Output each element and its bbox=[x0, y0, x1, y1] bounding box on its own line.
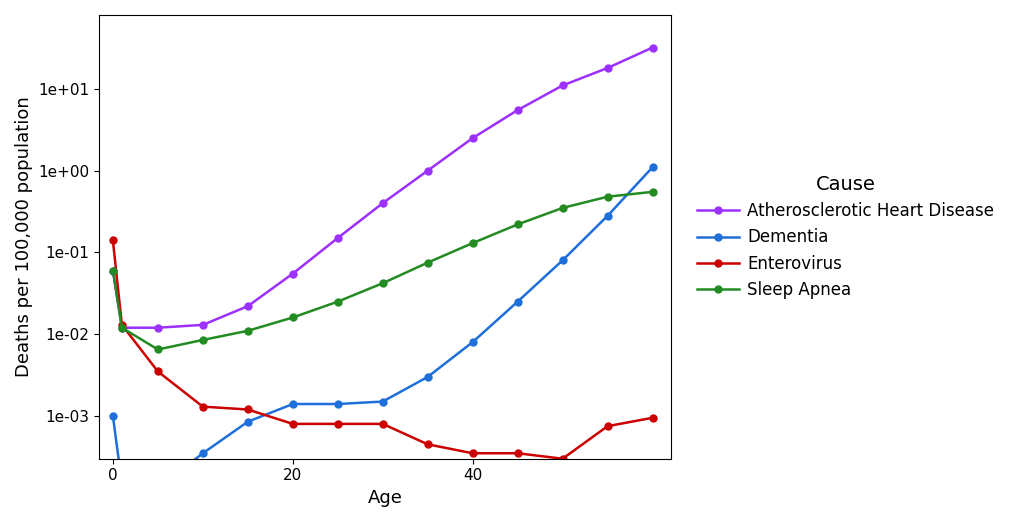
Enterovirus bbox=[197, 404, 209, 410]
Y-axis label: Deaths per 100,000 population: Deaths per 100,000 population bbox=[15, 97, 33, 377]
Dementia bbox=[511, 299, 523, 305]
Dementia bbox=[331, 401, 343, 407]
Sleep Apnea bbox=[511, 221, 523, 228]
Dementia bbox=[646, 164, 658, 170]
Enterovirus bbox=[646, 414, 658, 421]
Line: Dementia: Dementia bbox=[109, 164, 655, 492]
Enterovirus bbox=[376, 421, 388, 427]
Dementia bbox=[466, 339, 478, 345]
Enterovirus bbox=[242, 406, 254, 412]
Dementia bbox=[601, 212, 613, 219]
Enterovirus bbox=[556, 456, 569, 462]
Enterovirus bbox=[421, 441, 433, 447]
Enterovirus bbox=[466, 450, 478, 456]
Atherosclerotic Heart Disease bbox=[601, 65, 613, 71]
Atherosclerotic Heart Disease bbox=[376, 200, 388, 206]
Atherosclerotic Heart Disease bbox=[197, 322, 209, 328]
Atherosclerotic Heart Disease bbox=[421, 168, 433, 174]
Sleep Apnea bbox=[376, 280, 388, 287]
Atherosclerotic Heart Disease bbox=[115, 325, 127, 331]
Sleep Apnea bbox=[286, 314, 299, 321]
Dementia bbox=[242, 419, 254, 425]
Dementia bbox=[152, 485, 164, 492]
Atherosclerotic Heart Disease bbox=[331, 235, 343, 241]
Sleep Apnea bbox=[107, 267, 119, 274]
Dementia bbox=[376, 398, 388, 405]
Sleep Apnea bbox=[242, 328, 254, 334]
Dementia bbox=[286, 401, 299, 407]
Dementia bbox=[556, 257, 569, 264]
Sleep Apnea bbox=[197, 337, 209, 343]
Sleep Apnea bbox=[331, 299, 343, 305]
Enterovirus bbox=[286, 421, 299, 427]
Line: Sleep Apnea: Sleep Apnea bbox=[109, 188, 655, 353]
Dementia bbox=[197, 450, 209, 456]
Enterovirus bbox=[601, 423, 613, 429]
Enterovirus bbox=[152, 369, 164, 375]
Atherosclerotic Heart Disease bbox=[556, 82, 569, 89]
Sleep Apnea bbox=[421, 259, 433, 266]
Dementia bbox=[115, 480, 127, 487]
Sleep Apnea bbox=[152, 347, 164, 353]
Atherosclerotic Heart Disease bbox=[107, 267, 119, 274]
Dementia bbox=[421, 374, 433, 380]
Sleep Apnea bbox=[466, 240, 478, 246]
Enterovirus bbox=[331, 421, 343, 427]
Sleep Apnea bbox=[646, 189, 658, 195]
Atherosclerotic Heart Disease bbox=[242, 303, 254, 310]
Line: Atherosclerotic Heart Disease: Atherosclerotic Heart Disease bbox=[109, 44, 655, 331]
Atherosclerotic Heart Disease bbox=[511, 107, 523, 113]
Atherosclerotic Heart Disease bbox=[646, 44, 658, 51]
Legend: Atherosclerotic Heart Disease, Dementia, Enterovirus, Sleep Apnea: Atherosclerotic Heart Disease, Dementia,… bbox=[690, 168, 1000, 306]
Sleep Apnea bbox=[115, 325, 127, 331]
Atherosclerotic Heart Disease bbox=[286, 270, 299, 277]
Enterovirus bbox=[511, 450, 523, 456]
Line: Enterovirus: Enterovirus bbox=[109, 237, 655, 462]
Sleep Apnea bbox=[601, 194, 613, 200]
X-axis label: Age: Age bbox=[367, 489, 403, 507]
Sleep Apnea bbox=[556, 205, 569, 211]
Enterovirus bbox=[115, 322, 127, 328]
Dementia bbox=[107, 413, 119, 419]
Atherosclerotic Heart Disease bbox=[466, 135, 478, 141]
Enterovirus bbox=[107, 238, 119, 244]
Atherosclerotic Heart Disease bbox=[152, 325, 164, 331]
